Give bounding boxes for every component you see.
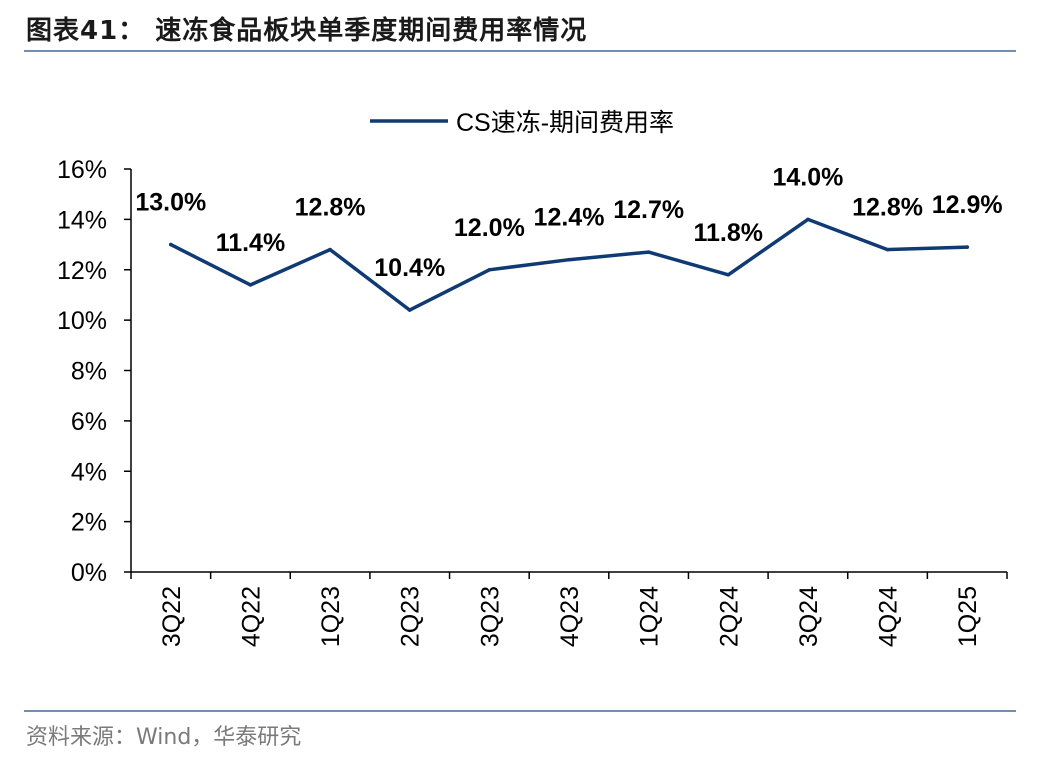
data-point [806,217,810,222]
data-label: 13.0% [135,189,206,217]
data-point [328,247,332,252]
legend-label: CS速冻-期间费用率 [456,109,674,137]
x-tick-label: 1Q24 [636,586,664,647]
y-tick-label: 6% [71,408,107,436]
x-tick-label: 2Q24 [715,586,743,647]
y-tick-label: 8% [71,358,107,386]
y-tick-label: 16% [57,156,107,184]
x-tick-label: 4Q23 [556,586,584,647]
x-tick-label: 4Q24 [875,586,903,647]
legend: CS速冻-期间费用率 [370,109,674,137]
series-line [169,217,969,312]
data-point [169,242,173,247]
axes: 0% 2% 4% 6% 8% 10% 12% 14% 16% 3Q22 4Q22 1Q23 2Q23 3Q… [57,156,1008,647]
x-tick-label: 3Q22 [158,586,186,647]
data-label: 12.4% [534,204,605,232]
y-tick-label: 14% [57,206,107,234]
x-tick-label: 3Q23 [476,586,504,647]
data-label: 12.8% [295,194,366,222]
y-tick-label: 4% [71,458,107,486]
top-rule [24,50,1016,52]
y-tick-label: 2% [71,509,107,537]
data-point [965,245,969,249]
data-point [885,247,890,252]
data-point [407,308,412,312]
data-label: 12.8% [852,194,923,222]
data-point [248,283,253,287]
x-tick-label: 4Q22 [237,586,265,647]
y-tick-label: 10% [57,307,107,335]
data-label: 12.0% [454,214,525,242]
data-point [726,272,731,277]
data-label: 12.7% [613,196,684,224]
figure-title: 图表41： 速冻食品板块单季度期间费用率情况 [26,16,588,46]
data-label: 11.4% [216,229,286,257]
x-tick-label: 2Q23 [397,586,425,647]
data-label: 11.8% [694,219,764,247]
data-point [646,250,651,254]
source-note: 资料来源：Wind，华泰研究 [26,725,302,750]
data-label: 12.9% [932,191,1003,219]
data-marks: 13.0% 11.4% 12.8% 10.4% 12.0% 12.4% 12.7% 11.8%… [135,163,1003,312]
y-tick-label: 12% [57,257,107,285]
data-point [567,257,571,262]
x-tick-label: 1Q23 [317,586,345,647]
line-chart: CS速冻-期间费用率 0% 2% 4% 6% 8% 10% 12% 14% 16% 3Q22 4Q2… [57,109,1008,647]
data-point [487,267,492,272]
bottom-rule [24,710,1016,712]
x-tick-label: 1Q25 [954,586,982,647]
data-label: 14.0% [772,163,843,191]
x-tick-label: 3Q24 [795,586,823,647]
y-tick-label: 0% [71,559,107,587]
data-label: 10.4% [374,254,445,282]
